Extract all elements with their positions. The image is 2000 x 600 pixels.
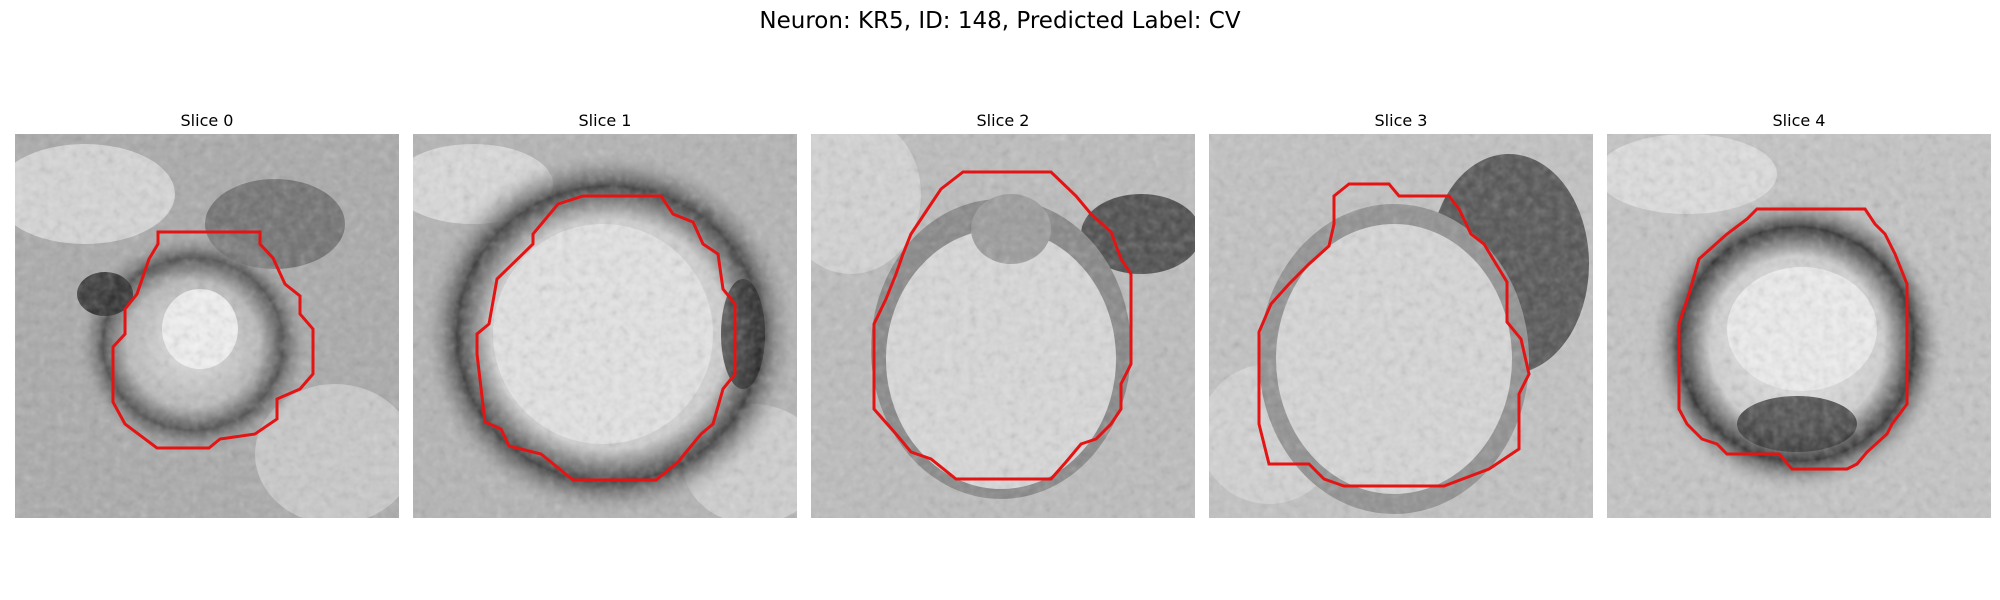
slice-4-image: [1607, 134, 1991, 518]
slice-1-image: [413, 134, 797, 518]
slice-2-contour: [872, 170, 1133, 481]
slice-1-title: Slice 1: [578, 111, 632, 130]
slice-3-image: [1209, 134, 1593, 518]
slice-3-contour: [1257, 182, 1531, 488]
slice-4-panel: [1607, 134, 1991, 518]
slice-0-contour: [111, 230, 315, 450]
slice-2-title: Slice 2: [976, 111, 1030, 130]
slice-4-title: Slice 4: [1772, 111, 1826, 130]
slice-1-panel: [413, 134, 797, 518]
slice-3-panel: [1209, 134, 1593, 518]
slice-4-contour: [1677, 207, 1909, 471]
slice-0-image: [15, 134, 399, 518]
figure-title: Neuron: KR5, ID: 148, Predicted Label: C…: [759, 8, 1241, 34]
slice-1-contour: [475, 194, 737, 482]
slice-0-panel: [15, 134, 399, 518]
slice-0-title: Slice 0: [180, 111, 234, 130]
slice-2-panel: [811, 134, 1195, 518]
slice-3-title: Slice 3: [1374, 111, 1428, 130]
slice-2-image: [811, 134, 1195, 518]
